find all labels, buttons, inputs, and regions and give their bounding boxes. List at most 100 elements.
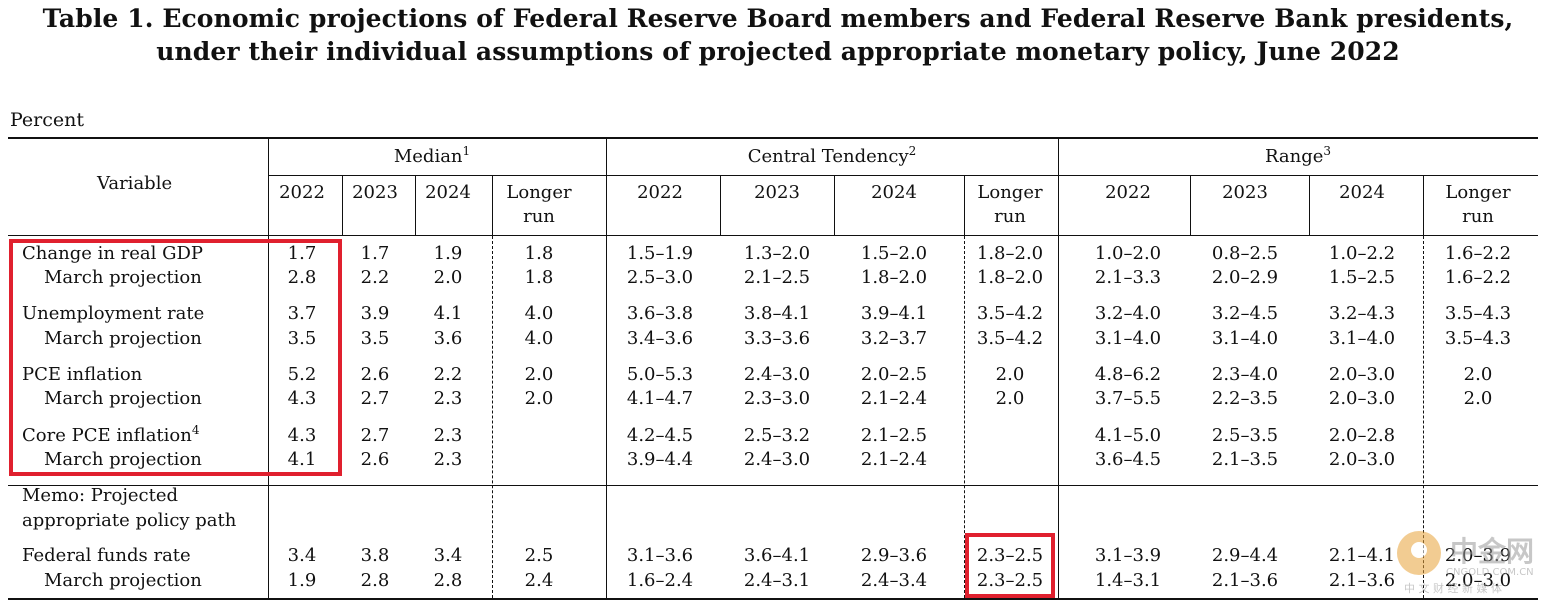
dashed-divider (964, 236, 965, 598)
table-cell: 3.1–4.0 (1328, 328, 1396, 349)
table-cell: 2.0 (1463, 388, 1493, 409)
table-cell: 1.4–3.1 (1094, 570, 1162, 591)
table-cell: 3.4–3.6 (626, 328, 694, 349)
row-label-text: Federal funds rate (22, 545, 191, 566)
table-cell: 3.5–4.3 (1444, 303, 1512, 324)
table-cell: 3.2–4.0 (1094, 303, 1162, 324)
top-rule (8, 137, 1538, 139)
memo-line-1: Memo: Projected (22, 485, 179, 506)
table-cell: 2.2 (360, 267, 390, 288)
group-rule (268, 175, 1538, 176)
table-cell: 1.6–2.4 (626, 570, 694, 591)
table-cell: 1.5–2.0 (860, 243, 928, 264)
row-label-text: Core PCE inflation (22, 425, 192, 446)
table-cell: 3.1–4.0 (1211, 328, 1279, 349)
table-cell: 2.0 (1463, 364, 1493, 385)
table-cell: 2.5–3.0 (626, 267, 694, 288)
table-cell: 4.0 (524, 328, 554, 349)
table-cell: 2.7 (360, 388, 390, 409)
table-cell: 4.3 (287, 388, 317, 409)
table-cell: 3.2–4.5 (1211, 303, 1279, 324)
table-cell: 2.3–4.0 (1211, 364, 1279, 385)
column-header-year: 2023 (352, 182, 398, 203)
column-header-year: 2024 (871, 182, 917, 203)
watermark-tagline: 中 文 财 经 新 媒 体 (1404, 582, 1502, 595)
table-cell: 2.0 (524, 364, 554, 385)
hdr-divider (492, 176, 493, 235)
table-cell: 2.4–3.1 (743, 570, 811, 591)
table-cell: 1.5–1.9 (626, 243, 694, 264)
table-cell: 5.0–5.3 (626, 364, 694, 385)
table-cell: 1.9 (287, 570, 317, 591)
table-cell: 3.6 (433, 328, 463, 349)
table-cell: 4.0 (524, 303, 554, 324)
table-cell: 2.3–2.5 (976, 570, 1044, 591)
table-cell: 2.4–3.0 (743, 364, 811, 385)
column-header-year: 2022 (1105, 182, 1151, 203)
table-cell: 4.1–4.7 (626, 388, 694, 409)
column-header-year: 2023 (754, 182, 800, 203)
table-cell: 2.0 (995, 388, 1025, 409)
column-header-longer-run: Longer run (977, 182, 1042, 228)
row-label: Federal funds rate (22, 545, 191, 567)
table-cell: 3.5 (360, 328, 390, 349)
title-line-2: under their individual assumptions of pr… (156, 37, 1400, 66)
table-cell: 1.8–2.0 (976, 243, 1044, 264)
table-cell: 2.4–3.0 (743, 449, 811, 470)
longer-run-line-1: Longer (506, 182, 572, 203)
table-cell: 1.6–2.2 (1444, 243, 1512, 264)
longer-run-line-2: run (523, 206, 555, 227)
group-median: Median1 (393, 144, 471, 167)
table-cell: 2.3–3.0 (743, 388, 811, 409)
table-cell: 3.5–4.2 (976, 328, 1044, 349)
table-cell: 3.4 (287, 545, 317, 566)
table-cell: 2.7 (360, 425, 390, 446)
footnote-marker: 4 (191, 423, 200, 437)
table-cell: 2.0–3.0 (1328, 388, 1396, 409)
table-cell: 2.3 (433, 425, 463, 446)
table-cell: 2.1–2.4 (860, 449, 928, 470)
table-cell: 2.5–3.5 (1211, 425, 1279, 446)
table-cell: 3.9 (360, 303, 390, 324)
table-cell: 2.1–2.5 (743, 267, 811, 288)
table-cell: 1.0–2.2 (1328, 243, 1396, 264)
hdr-divider (834, 176, 835, 235)
table-cell: 2.0–3.0 (1444, 570, 1512, 591)
row-label: Core PCE inflation4 (22, 423, 200, 447)
title-line-1: Table 1. Economic projections of Federal… (42, 4, 1514, 33)
table-cell: 3.5–4.3 (1444, 328, 1512, 349)
row-label: March projection (44, 267, 202, 289)
hdr-divider (342, 176, 343, 235)
table-cell: 3.6–4.5 (1094, 449, 1162, 470)
table-cell: 2.1–3.3 (1094, 267, 1162, 288)
table-cell: 4.1–5.0 (1094, 425, 1162, 446)
unit-label: Percent (10, 109, 85, 131)
table-cell: 2.0 (995, 364, 1025, 385)
divider-variable (268, 139, 269, 598)
group-central-tendency: Central Tendency2 (747, 144, 917, 167)
table-cell: 2.8 (287, 267, 317, 288)
row-label-text: PCE inflation (22, 364, 143, 385)
table-cell: 4.1 (287, 449, 317, 470)
table-cell: 3.9–4.1 (860, 303, 928, 324)
table-cell: 3.1–3.6 (626, 545, 694, 566)
variable-header: Variable (97, 173, 173, 194)
highlight-box-right (965, 533, 1055, 598)
hdr-divider (1190, 176, 1191, 235)
longer-run-line-1: Longer (977, 182, 1043, 203)
table-cell: 2.3 (433, 388, 463, 409)
longer-run-line-1: Longer (1445, 182, 1511, 203)
table-cell: 3.8–4.1 (743, 303, 811, 324)
row-label-text: March projection (44, 570, 202, 591)
table-cell: 4.1 (433, 303, 463, 324)
table-cell: 2.1–2.4 (860, 388, 928, 409)
table-cell: 3.1–4.0 (1094, 328, 1162, 349)
table-cell: 4.8–6.2 (1094, 364, 1162, 385)
table-cell: 1.3–2.0 (743, 243, 811, 264)
table-cell: 3.2–4.3 (1328, 303, 1396, 324)
row-label: March projection (44, 328, 202, 350)
longer-run-line-2: run (1462, 206, 1494, 227)
watermark-brand: 中金网 (1450, 535, 1535, 568)
table-cell: 3.5–4.2 (976, 303, 1044, 324)
table-cell: 3.9–4.4 (626, 449, 694, 470)
